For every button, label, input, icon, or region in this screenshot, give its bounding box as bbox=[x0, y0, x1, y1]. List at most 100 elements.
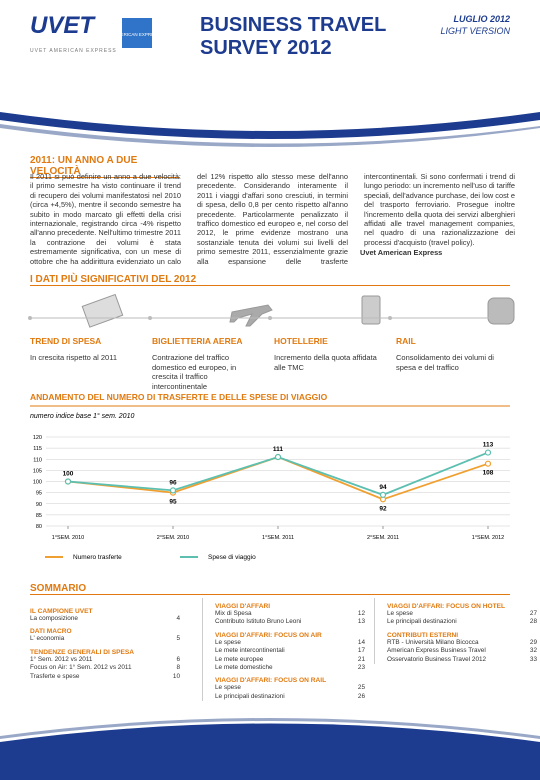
sommario-row: American Express Business Travel 32 bbox=[387, 647, 537, 655]
sommario-row: Le principali destinazioni 28 bbox=[387, 618, 537, 626]
sommario-heading: DATI MACRO bbox=[30, 628, 72, 636]
sommario-label: 1° Sem. 2012 vs 2011 bbox=[30, 655, 93, 663]
highlight-text: In crescita rispetto al 2011 bbox=[30, 353, 117, 362]
sommario-heading: VIAGGI D'AFFARI: FOCUS ON RAIL bbox=[215, 677, 327, 685]
sommario-heading: IL CAMPIONE UVET bbox=[30, 608, 93, 615]
x-tick-label: 1°SEM. 2010 bbox=[52, 535, 84, 541]
sommario-row: Le mete domestiche 23 bbox=[215, 664, 365, 672]
point bbox=[484, 449, 492, 456]
title-line2: SURVEY 2012 bbox=[200, 37, 332, 59]
sommario-label: Le principali destinazioni bbox=[215, 692, 285, 700]
y-tick-label: 85 bbox=[36, 513, 42, 519]
amex-logo: AMERICAN EXPRESS bbox=[114, 32, 160, 37]
sommario-page: 14 bbox=[357, 638, 365, 646]
sommario-page: 29 bbox=[529, 638, 537, 646]
highlight-title: HOTELLERIE bbox=[274, 336, 328, 346]
highlight: TREND DI SPESA In crescita rispetto al 20… bbox=[30, 336, 140, 363]
sommario-label: Contributo Istituto Bruno Leoni bbox=[215, 618, 302, 626]
sommario-heading: VIAGGI D'AFFARI: FOCUS ON AIR bbox=[215, 631, 322, 639]
y-tick-label: 90 bbox=[36, 502, 42, 508]
sommario-heading: CONTRIBUTI ESTERNI bbox=[387, 631, 459, 639]
data-label: 95 bbox=[169, 499, 177, 506]
y-tick-label: 100 bbox=[33, 480, 42, 486]
point bbox=[484, 460, 492, 467]
sommario-page: 28 bbox=[529, 618, 537, 626]
highlight-title: BIGLIETTERIA AEREA bbox=[152, 336, 243, 346]
sommario-column: VIAGGI D'AFFARI: FOCUS ON HOTEL Le spese 2… bbox=[374, 598, 537, 665]
x-tick-label: 1°SEM. 2011 bbox=[262, 535, 294, 541]
sommario-page: 4 bbox=[176, 615, 180, 622]
sommario-page: 23 bbox=[357, 664, 365, 672]
sommario-label: Focus on Air: 1° Sem. 2012 vs 2011 bbox=[30, 664, 132, 672]
y-tick-label: 110 bbox=[33, 457, 42, 463]
sommario-label: Le mete europee bbox=[215, 655, 264, 663]
sommario-row: Le principali destinazioni 26 bbox=[215, 693, 365, 701]
data-label: 113 bbox=[483, 442, 494, 449]
sommario-row: 1° Sem. 2012 vs 2011 6 bbox=[30, 656, 180, 664]
signature: Uvet American Express bbox=[360, 248, 443, 257]
sommario-column: VIAGGI D'AFFARI Mix di Spesa 12 Contributo … bbox=[202, 598, 365, 702]
highlight-title: TREND DI SPESA bbox=[30, 336, 102, 346]
x-tick-label: 2°SEM. 2010 bbox=[157, 535, 189, 541]
sommario-label: Le spese bbox=[387, 610, 413, 617]
sommario-page: 10 bbox=[172, 672, 180, 680]
x-tick-label: 2°SEM. 2011 bbox=[367, 535, 399, 541]
highlights-title: I DATI PIÙ SIGNIFICATIVI DEL 2012 bbox=[30, 274, 510, 286]
sommario-page: 5 bbox=[176, 635, 180, 643]
logo: UVET bbox=[30, 12, 95, 39]
sommario-label: RTB - Università Milano Bicocca bbox=[387, 638, 479, 646]
sommario-label: Osservatorio Business Travel 2012 bbox=[387, 655, 487, 663]
sommario-label: American Express Business Travel bbox=[387, 647, 486, 655]
sommario-label: Le principali destinazioni bbox=[387, 618, 457, 626]
point bbox=[274, 453, 282, 461]
highlight-title: RAIL bbox=[396, 336, 416, 346]
sommario-row: Le spese 27 bbox=[387, 610, 537, 618]
sommario-heading: VIAGGI D'AFFARI bbox=[215, 603, 271, 610]
sommario-column: IL CAMPIONE UVET La composizione 4 DATI MAC… bbox=[30, 603, 180, 681]
sommario-page: 26 bbox=[357, 692, 365, 700]
sommario-row: Contributo Istituto Bruno Leoni 13 bbox=[215, 618, 365, 626]
sommario-row: Osservatorio Business Travel 2012 33 bbox=[387, 656, 537, 664]
data-label: 92 bbox=[379, 505, 387, 512]
sommario-heading: VIAGGI D'AFFARI: FOCUS ON HOTEL bbox=[387, 603, 506, 610]
sommario-page: 27 bbox=[529, 610, 537, 617]
y-tick-label: 80 bbox=[36, 524, 42, 530]
point bbox=[379, 491, 387, 498]
sommario-label: Le spese bbox=[215, 684, 241, 692]
title-line1: BUSINESS TRAVEL bbox=[200, 14, 387, 36]
sommario-page: 6 bbox=[176, 655, 180, 663]
y-tick-label: 115 bbox=[33, 446, 42, 452]
highlight: HOTELLERIE Incremento della quota affidat… bbox=[274, 336, 384, 372]
intro-text: Il 2011 si può definire un anno a due ve… bbox=[30, 172, 515, 266]
sommario-title: SOMMARIO bbox=[30, 583, 510, 595]
sommario-row: Le mete intercontinentali 17 bbox=[215, 647, 365, 655]
sommario-page: 12 bbox=[357, 610, 365, 617]
data-label: 111 bbox=[273, 446, 284, 453]
legend-label: Spese di viaggio bbox=[208, 554, 256, 561]
data-label: 96 bbox=[169, 479, 177, 486]
chart-title: ANDAMENTO DEL NUMERO DI TRASFERTE E DELL… bbox=[30, 392, 328, 402]
chart: ANDAMENTO DEL NUMERO DI TRASFERTE E DELL… bbox=[30, 392, 510, 561]
highlight: BIGLIETTERIA AEREA Contrazione del traffi… bbox=[152, 336, 262, 391]
x-tick-label: 1°SEM. 2012 bbox=[472, 535, 504, 541]
intro-title: 2011: UN ANNO A DUE VELOCITÀ bbox=[30, 155, 180, 178]
sommario-page: 8 bbox=[176, 664, 180, 672]
sommario-heading: TENDENZE GENERALI DI SPESA bbox=[30, 648, 135, 656]
sommario-label: Le mete domestiche bbox=[215, 664, 273, 672]
sommario-label: Le mete intercontinentali bbox=[215, 647, 285, 655]
highlight: RAIL Consolidamento dei volumi di spesa e… bbox=[396, 336, 506, 372]
point bbox=[64, 478, 72, 485]
highlight-text: Incremento della quota affidata alle TMC bbox=[274, 353, 377, 372]
sommario-row: Focus on Air: 1° Sem. 2012 vs 2011 8 bbox=[30, 664, 180, 672]
version: LIGHT VERSION bbox=[440, 26, 510, 36]
highlight-text: Contrazione del traffico domestico ed eu… bbox=[152, 353, 237, 391]
sommario-row: Mix di Spesa 12 bbox=[215, 610, 365, 618]
date: LUGLIO 2012 bbox=[453, 14, 510, 24]
y-tick-label: 105 bbox=[33, 468, 42, 474]
sommario-page: 13 bbox=[357, 618, 365, 626]
chart-subtitle: numero indice base 1° sem. 2010 bbox=[30, 412, 134, 420]
data-label: 100 bbox=[63, 471, 74, 478]
sommario-row: Le spese 25 bbox=[215, 684, 365, 692]
